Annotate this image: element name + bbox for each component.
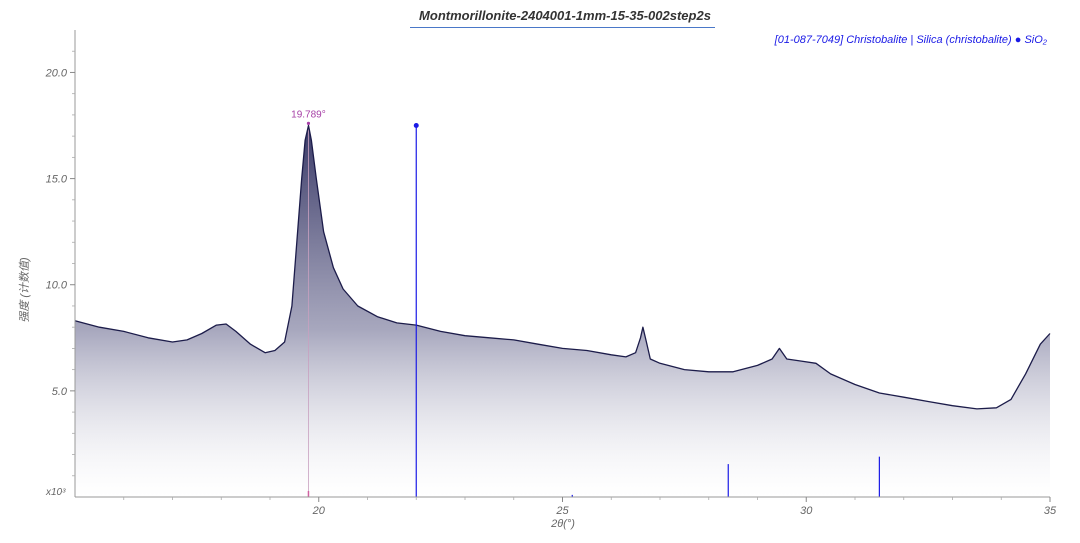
series-area (75, 125, 1050, 497)
x-tick-label-1: 25 (555, 505, 569, 517)
y-axis-label: 强度 (计数值) (19, 257, 31, 323)
y-tick-label-2: 15.0 (46, 174, 68, 186)
reference-legend: [01-087-7049] Christobalite | Silica (ch… (774, 34, 1047, 46)
x-tick-label-0: 20 (312, 505, 326, 517)
y-tick-label-1: 10.0 (46, 280, 68, 292)
chart-title: Montmorillonite-2404001-1mm-15-35-002ste… (419, 8, 711, 23)
peak-dot (306, 121, 311, 125)
y-tick-label-0: 5.0 (52, 386, 68, 398)
series-line (74, 124, 1051, 410)
y-multiplier-label: x10³ (46, 487, 66, 498)
title-underline (410, 27, 715, 28)
x-tick-label-3: 35 (1044, 505, 1057, 517)
x-tick-label-2: 30 (800, 505, 813, 517)
y-tick-label-3: 20.0 (45, 67, 68, 79)
peak-label: 19.789° (291, 109, 326, 120)
x-axis-label: 2θ(°) (551, 518, 575, 530)
reference-line-dot (413, 123, 419, 129)
